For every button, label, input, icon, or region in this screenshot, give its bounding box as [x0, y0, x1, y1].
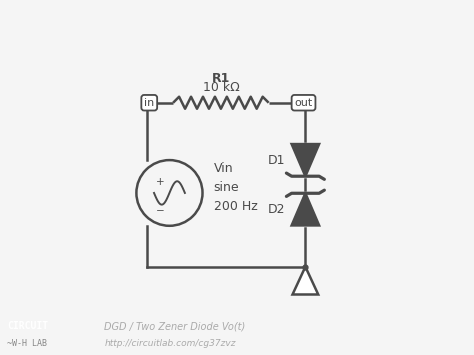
Text: CIRCUIT: CIRCUIT: [7, 321, 48, 331]
Text: out: out: [294, 98, 313, 108]
Text: DGD / Two Zener Diode Vo(t): DGD / Two Zener Diode Vo(t): [104, 321, 246, 332]
Text: −: −: [156, 206, 164, 216]
Polygon shape: [292, 267, 318, 295]
Text: http://circuitlab.com/cg37zvz: http://circuitlab.com/cg37zvz: [104, 339, 236, 348]
Text: D1: D1: [268, 154, 285, 166]
Text: Vin
sine
200 Hz: Vin sine 200 Hz: [213, 162, 257, 213]
Text: D2: D2: [268, 203, 285, 216]
Text: R1: R1: [212, 72, 230, 84]
Text: ~W-H LAB: ~W-H LAB: [7, 339, 47, 348]
Polygon shape: [292, 193, 319, 225]
Text: in: in: [144, 98, 155, 108]
Polygon shape: [292, 144, 319, 176]
Text: +: +: [156, 177, 164, 187]
Text: 10 kΩ: 10 kΩ: [202, 81, 239, 94]
